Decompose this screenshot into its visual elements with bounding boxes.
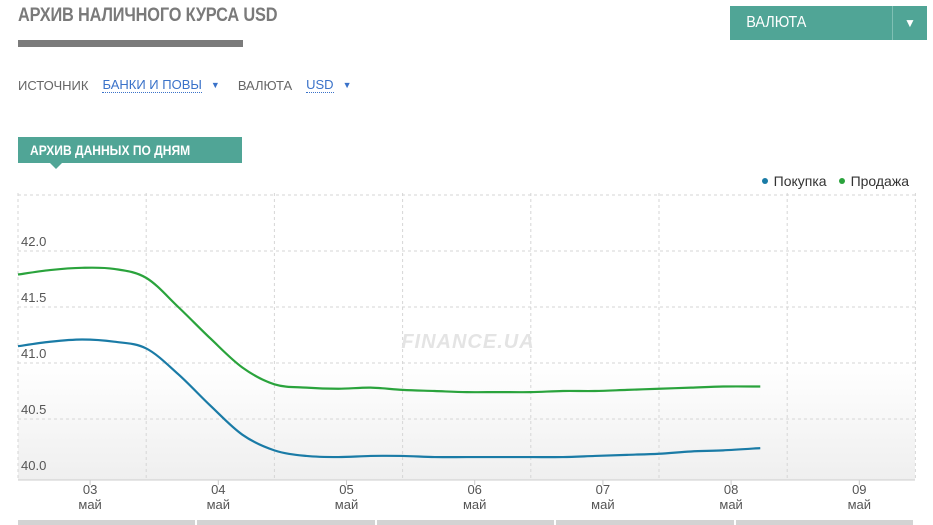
x-tick-month: май bbox=[207, 497, 230, 512]
legend-item-buy[interactable]: Покупка bbox=[761, 173, 827, 189]
source-select[interactable]: БАНКИ И ПОВЫ bbox=[102, 77, 202, 93]
table-header-cell bbox=[18, 520, 198, 525]
rate-chart: 42.041.541.040.540.003май04май05май06май… bbox=[17, 193, 916, 512]
x-tick-day: 07 bbox=[596, 482, 610, 497]
x-tick-day: 05 bbox=[339, 482, 353, 497]
page-title: АРХИВ НАЛИЧНОГО КУРСА USD bbox=[18, 5, 278, 26]
legend-label-buy: Покупка bbox=[773, 173, 827, 189]
chart-legend: Покупка Продажа bbox=[761, 173, 909, 189]
table-header-cell bbox=[556, 520, 736, 525]
x-tick-month: май bbox=[78, 497, 101, 512]
x-tick-month: май bbox=[719, 497, 742, 512]
x-tick-day: 08 bbox=[724, 482, 738, 497]
title-underline bbox=[18, 40, 243, 47]
y-tick-label: 40.0 bbox=[21, 458, 46, 473]
x-tick-day: 03 bbox=[83, 482, 97, 497]
source-caret-icon[interactable]: ▼ bbox=[210, 80, 220, 90]
currency-select[interactable]: USD bbox=[306, 77, 334, 93]
table-header-cell bbox=[197, 520, 377, 525]
currency-label: ВАЛЮТА bbox=[237, 77, 293, 93]
table-header-strip bbox=[18, 520, 916, 525]
table-header-cell bbox=[736, 520, 916, 525]
legend-dot-sell bbox=[838, 178, 845, 185]
legend-dot-buy bbox=[761, 178, 768, 185]
x-tick-day: 09 bbox=[852, 482, 866, 497]
series-line-sell bbox=[17, 266, 761, 394]
x-tick-day: 04 bbox=[211, 482, 225, 497]
currency-caret-icon[interactable]: ▼ bbox=[342, 80, 352, 90]
chart-background bbox=[18, 363, 915, 480]
currency-button-label: ВАЛЮТА bbox=[746, 14, 807, 31]
triangle-down-icon: ▼ bbox=[892, 6, 927, 40]
legend-label-sell: Продажа bbox=[850, 173, 909, 189]
source-label: ИСТОЧНИК bbox=[18, 77, 89, 93]
y-tick-label: 42.0 bbox=[21, 234, 46, 249]
legend-item-sell[interactable]: Продажа bbox=[838, 173, 909, 189]
x-tick-day: 06 bbox=[467, 482, 481, 497]
x-tick-month: май bbox=[335, 497, 358, 512]
y-tick-label: 41.0 bbox=[21, 346, 46, 361]
x-tick-month: май bbox=[591, 497, 614, 512]
filters-bar: ИСТОЧНИК БАНКИ И ПОВЫ ▼ ВАЛЮТА USD ▼ bbox=[18, 76, 370, 94]
table-header-cell bbox=[377, 520, 557, 525]
x-tick-month: май bbox=[463, 497, 486, 512]
y-tick-label: 40.5 bbox=[21, 402, 46, 417]
section-tab-daily-archive[interactable]: АРХИВ ДАННЫХ ПО ДНЯМ bbox=[18, 137, 242, 169]
y-tick-label: 41.5 bbox=[21, 290, 46, 305]
section-tab-label: АРХИВ ДАННЫХ ПО ДНЯМ bbox=[30, 142, 191, 158]
x-tick-month: май bbox=[848, 497, 871, 512]
series-line-buy bbox=[17, 338, 761, 459]
currency-dropdown-button[interactable]: ВАЛЮТА ▼ bbox=[730, 6, 927, 40]
watermark-text: FINANCE.UA bbox=[401, 331, 534, 353]
